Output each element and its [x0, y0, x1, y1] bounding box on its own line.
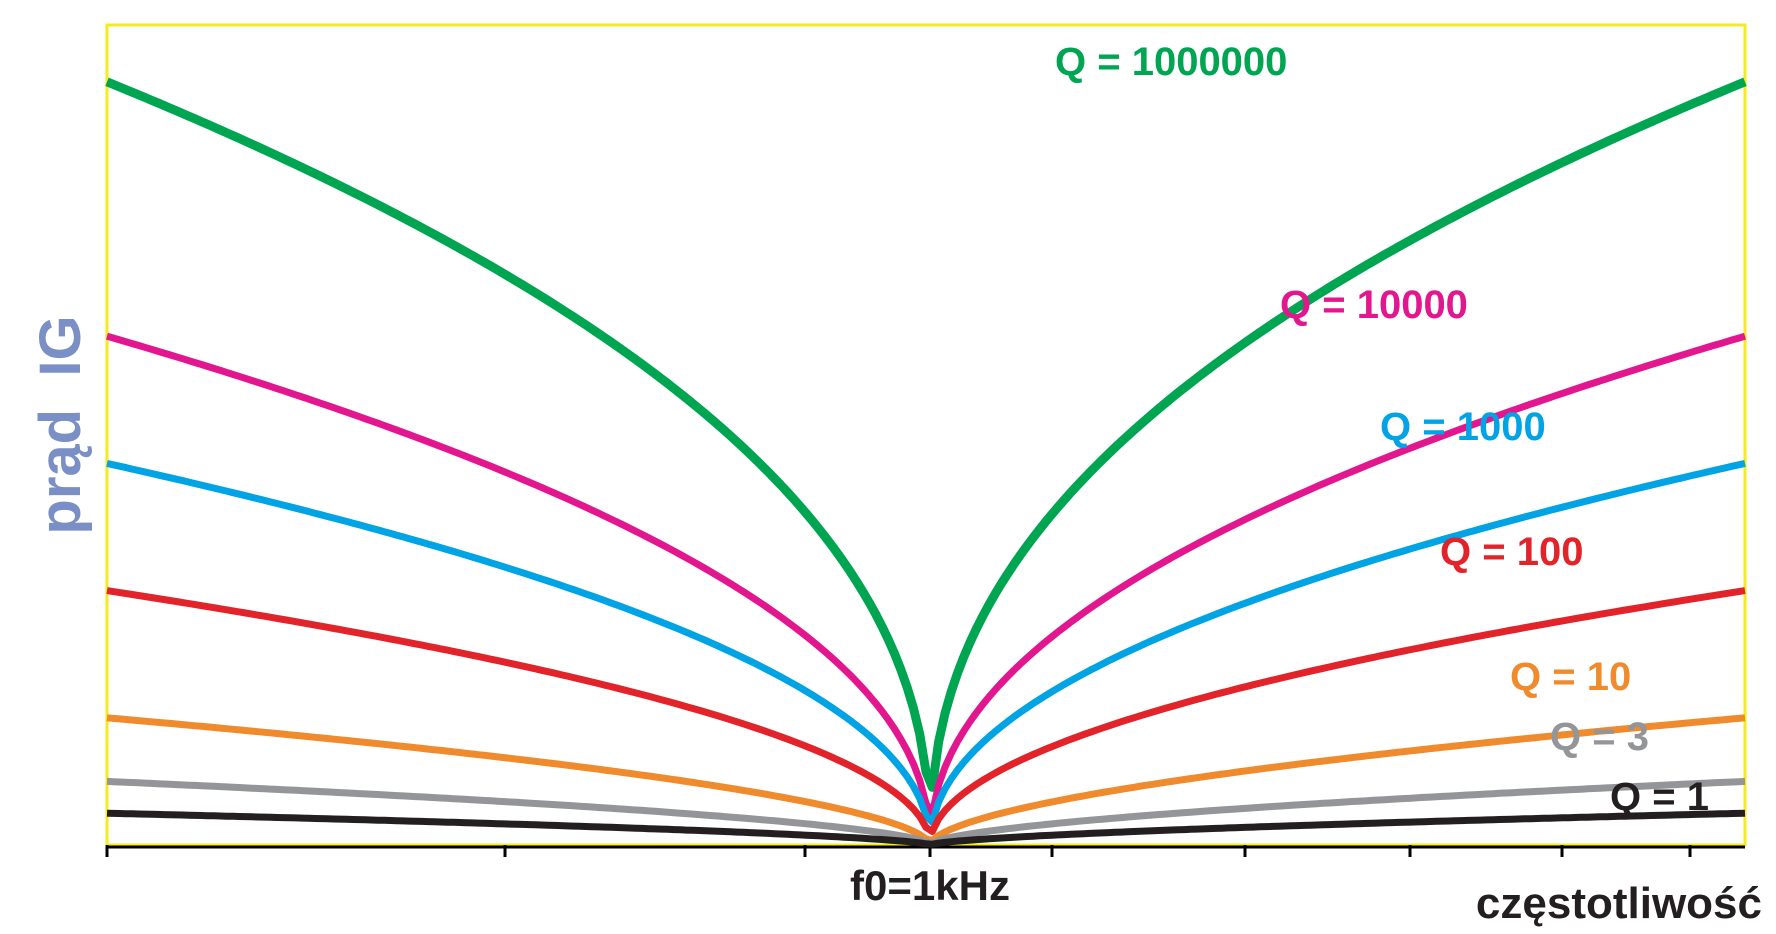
series-label: Q = 1	[1610, 775, 1709, 819]
series-line	[106, 587, 1746, 835]
x-axis-label: częstotliwość	[1476, 879, 1762, 928]
series-line	[106, 459, 1746, 826]
series-label: Q = 1000	[1380, 405, 1546, 449]
series-line	[106, 809, 1746, 848]
series-label: Q = 1000000	[1055, 40, 1287, 84]
series-label: Q = 100	[1440, 530, 1583, 574]
series-lines	[105, 77, 1747, 848]
series-line	[106, 332, 1747, 817]
series-line	[105, 77, 1747, 792]
x-tick-labels: f0=1kHz	[850, 862, 1010, 909]
series-label: Q = 10000	[1280, 283, 1468, 327]
y-axis-label: prąd IG	[28, 315, 93, 534]
series-label: Q = 3	[1550, 715, 1649, 759]
series-label: Q = 10	[1510, 655, 1631, 699]
series-labels: Q = 1000000 Q = 10000 Q = 1000 Q = 100 Q = 1…	[1055, 40, 1709, 819]
x-axis-ticks	[105, 845, 1692, 857]
x-tick-label: f0=1kHz	[850, 862, 1010, 909]
